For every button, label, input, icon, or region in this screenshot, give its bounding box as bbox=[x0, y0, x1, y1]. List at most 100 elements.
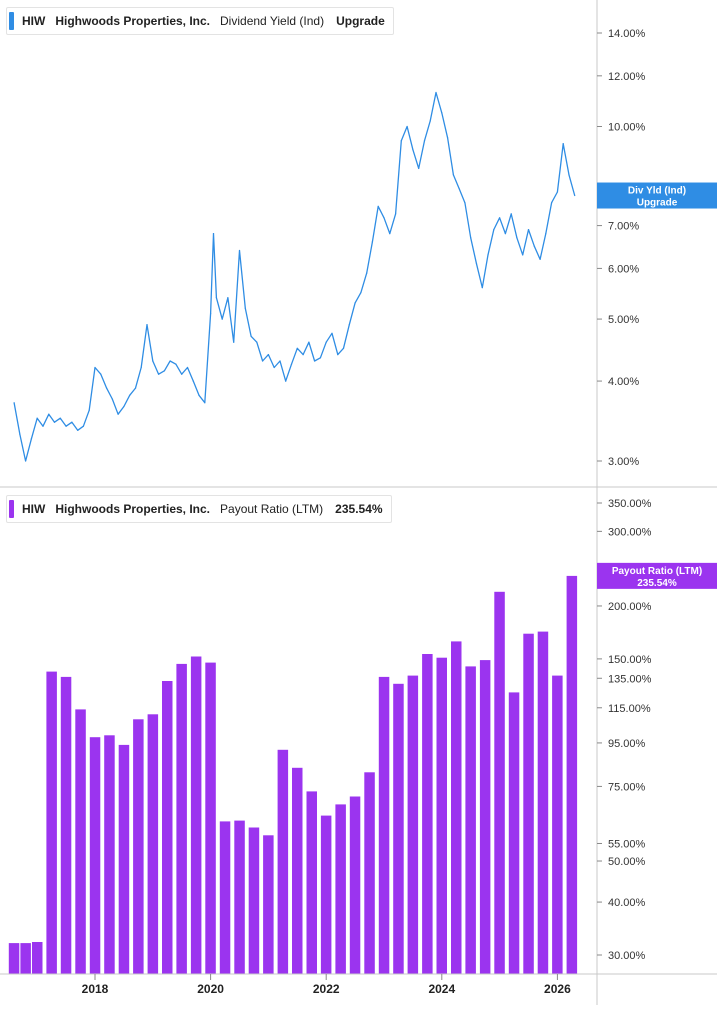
dividend-yield-point bbox=[13, 402, 15, 404]
dividend-yield-point bbox=[256, 341, 258, 343]
dividend-yield-point bbox=[556, 191, 559, 193]
bottom-y-tick-label: 95.00% bbox=[608, 738, 646, 750]
payout-ratio-bar bbox=[8, 943, 20, 974]
bottom-legend-ticker: HIW bbox=[22, 502, 46, 516]
bottom-y-tick-label: 115.00% bbox=[608, 703, 651, 715]
dividend-yield-point bbox=[452, 174, 454, 176]
dividend-yield-point bbox=[389, 233, 391, 235]
dividend-yield-point bbox=[545, 233, 547, 235]
dividend-yield-point bbox=[470, 237, 472, 239]
dividend-yield-point bbox=[441, 112, 443, 114]
dividend-yield-point bbox=[227, 297, 229, 299]
bottom-flag-label: Payout Ratio (LTM) bbox=[612, 566, 702, 577]
payout-ratio-bar bbox=[465, 666, 476, 974]
payout-ratio-bar bbox=[479, 660, 491, 974]
dividend-yield-point bbox=[146, 324, 148, 326]
dividend-yield-point bbox=[296, 347, 298, 349]
top-legend-swatch bbox=[9, 12, 14, 30]
dividend-yield-point bbox=[158, 373, 160, 375]
dividend-yield-point bbox=[423, 140, 426, 142]
top-legend[interactable]: HIW Highwoods Properties, Inc. Dividend … bbox=[6, 7, 394, 35]
payout-ratio-plot bbox=[8, 575, 578, 974]
dividend-yield-point bbox=[25, 460, 27, 462]
payout-ratio-bar bbox=[407, 675, 419, 974]
dividend-yield-point bbox=[360, 292, 362, 294]
dividend-yield-point bbox=[371, 241, 373, 243]
dividend-yield-point bbox=[42, 425, 44, 427]
dividend-yield-point bbox=[238, 249, 241, 252]
dividend-yield-point bbox=[412, 149, 414, 151]
dividend-yield-point bbox=[342, 347, 345, 349]
dividend-yield-line bbox=[13, 91, 576, 462]
dividend-yield-point bbox=[400, 140, 402, 142]
dividend-yield-point bbox=[82, 425, 84, 427]
payout-ratio-bar bbox=[537, 631, 549, 974]
dividend-yield-point bbox=[204, 402, 206, 404]
dividend-yield-point bbox=[435, 91, 437, 94]
top-flag-value: Upgrade bbox=[637, 198, 678, 209]
dividend-yield-point bbox=[487, 254, 489, 256]
dividend-yield-point bbox=[30, 438, 32, 440]
dividend-yield-point bbox=[210, 313, 212, 315]
dividend-yield-point bbox=[186, 366, 189, 369]
top-y-tick-label: 6.00% bbox=[608, 263, 639, 275]
dividend-yield-point bbox=[383, 217, 385, 219]
payout-ratio-bar bbox=[451, 641, 462, 974]
dividend-yield-point bbox=[129, 394, 131, 396]
dividend-yield-point bbox=[279, 360, 281, 362]
payout-ratio-bar bbox=[335, 804, 346, 974]
dividend-yield-point bbox=[123, 405, 125, 408]
dividend-yield-point bbox=[354, 302, 356, 304]
dividend-yield-point bbox=[140, 366, 142, 369]
dividend-yield-point bbox=[574, 194, 576, 197]
top-legend-value[interactable]: Upgrade bbox=[336, 14, 385, 28]
payout-ratio-bar bbox=[234, 820, 245, 974]
dividend-yield-point bbox=[212, 233, 215, 235]
payout-ratio-bar bbox=[89, 737, 101, 974]
payout-ratio-bar bbox=[118, 744, 130, 974]
payout-ratio-bar bbox=[60, 676, 72, 974]
dividend-yield-point bbox=[325, 341, 327, 343]
top-y-tick-label: 7.00% bbox=[608, 221, 639, 233]
payout-ratio-bar bbox=[75, 709, 86, 974]
dividend-yield-point bbox=[65, 425, 67, 427]
dividend-yield-point bbox=[53, 421, 56, 423]
dividend-yield-point bbox=[233, 341, 235, 343]
top-legend-ticker: HIW bbox=[22, 14, 46, 28]
dividend-yield-point bbox=[504, 233, 506, 235]
payout-ratio-bar bbox=[306, 791, 317, 974]
dividend-yield-point bbox=[510, 213, 512, 215]
payout-ratio-bar bbox=[104, 735, 115, 974]
payout-ratio-bar bbox=[263, 835, 274, 974]
dividend-yield-point bbox=[48, 413, 50, 415]
dividend-yield-point bbox=[308, 341, 310, 343]
dividend-yield-point bbox=[134, 387, 137, 389]
dividend-yield-point bbox=[169, 360, 171, 362]
payout-ratio-bar bbox=[205, 662, 216, 974]
dividend-yield-point bbox=[551, 202, 553, 204]
payout-ratio-bar bbox=[292, 767, 303, 974]
bottom-y-tick-label: 350.00% bbox=[608, 498, 652, 510]
dividend-yield-point bbox=[152, 360, 154, 362]
payout-ratio-bar bbox=[190, 656, 202, 974]
payout-ratio-bar bbox=[364, 772, 375, 974]
payout-ratio-bar bbox=[176, 663, 187, 974]
dividend-yield-point bbox=[221, 318, 223, 320]
payout-ratio-bar bbox=[566, 575, 578, 974]
payout-ratio-bar bbox=[46, 671, 57, 974]
dividend-yield-point bbox=[59, 417, 61, 419]
top-y-tick-label: 14.00% bbox=[608, 28, 646, 40]
bottom-legend[interactable]: HIW Highwoods Properties, Inc. Payout Ra… bbox=[6, 495, 392, 523]
dividend-yield-point bbox=[562, 143, 564, 145]
bottom-y-tick-label: 55.00% bbox=[608, 838, 646, 850]
top-flag bbox=[597, 182, 717, 209]
dividend-yield-point bbox=[429, 120, 431, 122]
dividend-yield-point bbox=[117, 413, 119, 415]
dividend-yield-point bbox=[77, 429, 79, 431]
dividend-yield-point bbox=[111, 398, 113, 400]
payout-ratio-bar bbox=[219, 821, 231, 974]
top-flag-label: Div Yld (Ind) bbox=[628, 186, 686, 197]
payout-ratio-bar bbox=[523, 633, 534, 974]
payout-ratio-bar bbox=[494, 591, 505, 974]
